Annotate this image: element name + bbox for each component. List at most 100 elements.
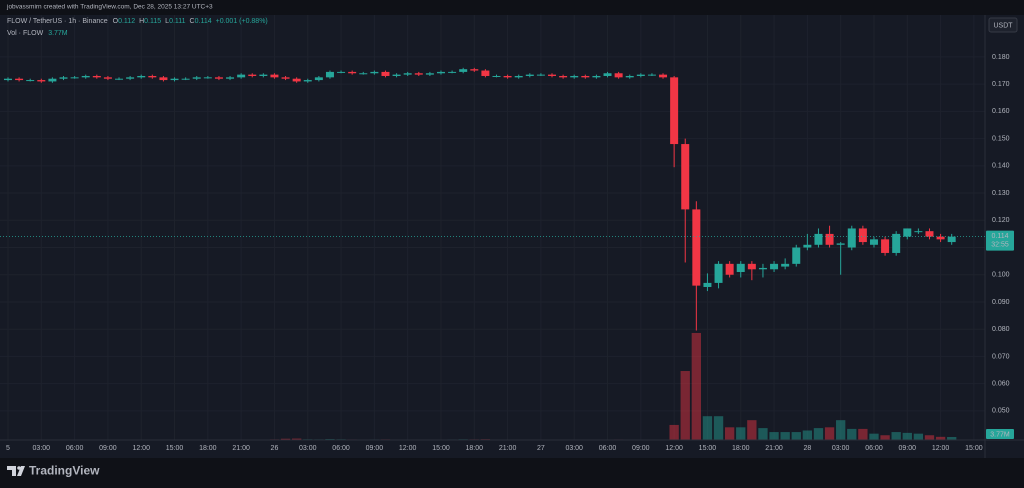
x-tick-label: 06:00 xyxy=(599,445,617,452)
candle-body xyxy=(48,78,57,82)
currency[interactable]: USDT xyxy=(993,22,1013,29)
y-tick-label: 0.060 xyxy=(992,380,1010,387)
candle-body xyxy=(892,233,901,253)
candle-body xyxy=(792,247,801,264)
legend-value: 0.112 xyxy=(118,18,135,25)
x-tick-label: 12:00 xyxy=(665,445,683,452)
x-tick-label: 09:00 xyxy=(899,445,917,452)
candle-body xyxy=(625,75,634,78)
candle-body xyxy=(403,73,412,75)
candle-body xyxy=(559,75,568,78)
volume-bar xyxy=(824,427,835,440)
candle-body xyxy=(459,69,468,72)
candle-body xyxy=(758,267,767,270)
volume-bar xyxy=(724,427,735,440)
volume-value: 3.77M xyxy=(48,30,68,37)
candle-body xyxy=(725,263,734,275)
candle-body xyxy=(425,73,434,75)
candle-body xyxy=(448,71,457,73)
candle-body xyxy=(836,243,845,245)
volume-label: 3.77M xyxy=(990,431,1010,438)
candle-body xyxy=(26,80,35,82)
candle-body xyxy=(103,77,112,79)
candle-body xyxy=(92,75,101,78)
candle-body xyxy=(325,71,334,78)
y-tick-label: 0.080 xyxy=(992,326,1010,333)
candle-body xyxy=(914,231,923,233)
brand: TradingView xyxy=(7,464,100,478)
x-tick-label: 12:00 xyxy=(932,445,950,452)
volume-bar xyxy=(713,416,724,440)
volume-bar xyxy=(891,432,901,440)
x-tick-label: 15:00 xyxy=(432,445,450,452)
volume-bar xyxy=(291,438,302,440)
brand-logo-dot xyxy=(17,466,21,470)
x-tick-label: 03:00 xyxy=(33,445,51,452)
candle-body xyxy=(925,231,934,237)
x-tick-label: 21:00 xyxy=(232,445,250,452)
x-tick-label: 12:00 xyxy=(399,445,417,452)
volume-bar xyxy=(836,420,846,440)
candle-body xyxy=(148,75,157,78)
candle-body xyxy=(70,77,79,79)
y-tick-label: 0.150 xyxy=(992,135,1010,142)
candle-body xyxy=(37,80,46,82)
candle-body xyxy=(381,71,390,76)
candle-body xyxy=(436,71,445,74)
volume-bar xyxy=(880,435,890,440)
y-tick-label: 0.090 xyxy=(992,299,1010,306)
candle-body xyxy=(414,73,423,75)
candle-body xyxy=(869,239,878,245)
candle-body xyxy=(570,75,579,78)
candle-body xyxy=(581,75,590,78)
y-tick-label: 0.180 xyxy=(992,54,1010,61)
candle-body xyxy=(703,282,712,287)
x-tick-label: 18:00 xyxy=(199,445,217,452)
candle-body xyxy=(903,228,912,237)
x-tick-label: 06:00 xyxy=(66,445,84,452)
legend-value: 0.115 xyxy=(144,18,161,25)
volume-bar xyxy=(924,435,935,440)
candle-body xyxy=(670,77,679,145)
x-tick-label: 09:00 xyxy=(366,445,384,452)
x-tick-label: 21:00 xyxy=(765,445,783,452)
symbol: FLOW / TetherUS · 1h · Binance xyxy=(7,18,108,25)
x-tick-label: 18:00 xyxy=(466,445,484,452)
candle-body xyxy=(647,74,656,76)
candle-body xyxy=(237,74,246,78)
volume-bar xyxy=(702,416,713,440)
legend-volume: Vol · FLOW 3.77M xyxy=(7,30,68,37)
volume-bar xyxy=(769,432,779,440)
x-tick-label: 28 xyxy=(803,445,811,452)
candle-layer xyxy=(3,67,956,331)
currency-button[interactable] xyxy=(988,17,1018,33)
candle-body xyxy=(292,78,301,82)
x-tick-label: 27 xyxy=(537,445,545,452)
candle-body xyxy=(747,263,756,270)
candle-body xyxy=(603,73,612,76)
volume-bar xyxy=(680,371,690,440)
x-tick-label: 06:00 xyxy=(332,445,350,452)
x-tick-label: 03:00 xyxy=(299,445,317,452)
candle-body xyxy=(126,77,135,79)
candle-body xyxy=(825,233,834,245)
candle-body xyxy=(636,74,645,76)
y-tick-label: 0.120 xyxy=(992,217,1010,224)
legend-value: 0.114 xyxy=(195,18,212,25)
x-tick-label: 03:00 xyxy=(565,445,583,452)
candle-body xyxy=(115,78,124,80)
volume-bar xyxy=(913,433,924,440)
candle-body xyxy=(814,233,823,245)
legend-key: H xyxy=(139,18,144,25)
y-tick-label: 0.050 xyxy=(992,408,1010,415)
y-tick-label: 0.070 xyxy=(992,353,1010,360)
candle-body xyxy=(858,228,867,243)
legend-key: C xyxy=(190,18,195,25)
x-tick-label: 09:00 xyxy=(632,445,650,452)
x-tick-label: 5 xyxy=(6,445,10,452)
candle-body xyxy=(81,75,90,78)
legend-change: +0.001 (+0.88%) xyxy=(216,18,268,25)
grid xyxy=(0,15,985,440)
candle-body xyxy=(59,77,68,79)
